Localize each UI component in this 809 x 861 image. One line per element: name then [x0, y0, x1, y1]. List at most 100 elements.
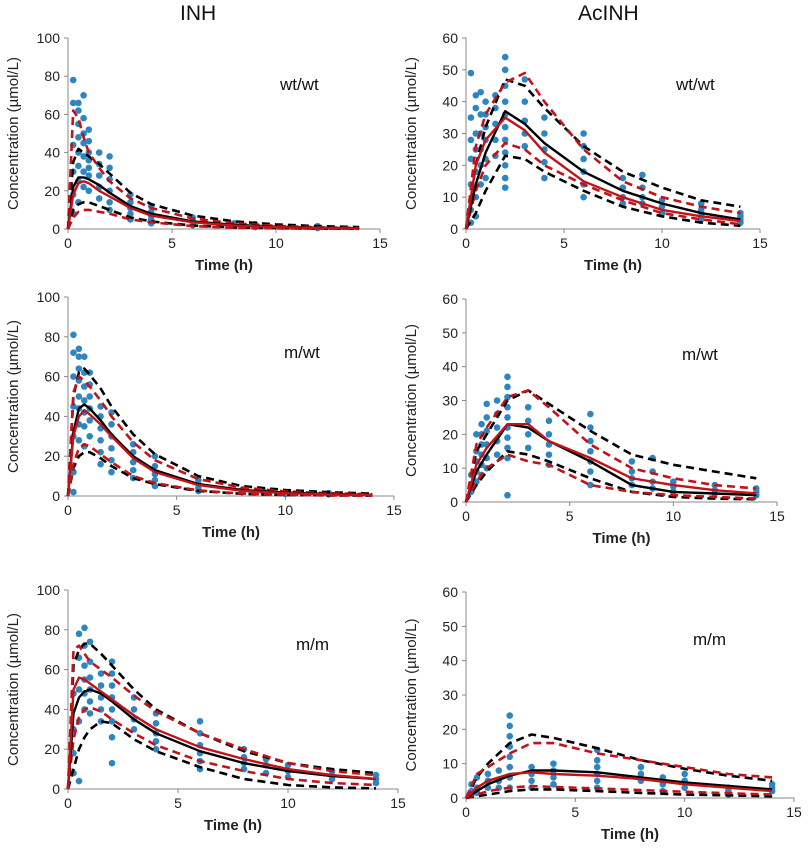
x-axis-title: Time (h)	[592, 530, 650, 547]
observed-point	[541, 174, 548, 182]
panel-acinh-wtwt: 0 10 20 30 40 50 60 0 5 10 15 Time (h) Concentration…	[403, 30, 768, 274]
observed-point	[70, 349, 77, 357]
y-tick-label: 60	[442, 291, 458, 307]
x-tick-label: 5	[560, 235, 568, 251]
y-tick-label: 0	[52, 221, 60, 237]
y-tick-label: 0	[52, 781, 60, 797]
observed-point	[524, 417, 532, 425]
observed-point	[477, 111, 485, 118]
x-tick-label: 5	[571, 804, 579, 820]
observed-point	[106, 198, 113, 206]
observed-point	[85, 187, 93, 195]
series-black-median	[465, 769, 773, 800]
y-tick-label: 0	[450, 221, 458, 237]
observed-point	[108, 468, 115, 476]
observed-point	[70, 373, 77, 380]
observed-point	[477, 181, 485, 188]
observed-point	[472, 130, 480, 137]
y-tick-label: 0	[450, 494, 458, 510]
observed-point	[524, 403, 532, 411]
series-black-upper	[66, 147, 360, 230]
observed-point	[81, 383, 88, 390]
observed-point	[639, 171, 646, 179]
panel-inh-wtwt: 0 20 40 60 80 100 0 5 10 15 Time (h) Concentration …	[5, 30, 388, 274]
observed-point	[524, 431, 532, 438]
observed-point	[108, 444, 115, 452]
observed-point	[483, 400, 491, 408]
observed-point	[580, 130, 587, 137]
observed-point	[587, 437, 594, 445]
observed-point	[504, 414, 511, 421]
observed-point	[75, 393, 83, 400]
x-tick-label: 10	[278, 502, 294, 518]
observed-point	[108, 456, 115, 464]
x-axis-title: Time (h)	[202, 524, 260, 541]
observed-point	[108, 682, 116, 689]
observed-point	[501, 53, 509, 61]
series-red-median	[464, 423, 757, 503]
x-tick-label: 0	[462, 235, 470, 251]
observed-point	[541, 158, 548, 166]
y-tick-label: 80	[44, 622, 60, 638]
y-tick-label: 0	[450, 790, 458, 806]
series-black-lower	[66, 719, 377, 790]
y-tick-label: 10	[442, 189, 458, 205]
observed-point	[670, 478, 677, 486]
x-tick-label: 0	[64, 235, 72, 251]
x-tick-label: 15	[390, 795, 406, 811]
x-axis-title: Time (h)	[204, 817, 262, 834]
series-red-upper	[66, 375, 373, 497]
y-tick-label: 100	[37, 582, 61, 598]
observed-point	[593, 756, 601, 764]
series-red-median	[465, 771, 773, 799]
genotype-label: m/wt	[284, 343, 320, 362]
observed-point	[467, 136, 475, 144]
observed-point	[550, 780, 557, 788]
observed-point	[97, 718, 105, 725]
observed-point	[504, 383, 511, 391]
observed-point	[493, 424, 501, 431]
observed-point	[81, 423, 88, 430]
observed-point	[129, 466, 137, 474]
observed-point	[97, 436, 104, 444]
column-title-inh: INH	[180, 2, 217, 25]
y-axis-title: Concentration (µmol/L)	[5, 320, 22, 473]
x-tick-label: 15	[386, 502, 402, 518]
observed-point	[492, 136, 499, 144]
observed-point	[467, 114, 475, 121]
observed-point	[501, 184, 509, 191]
observed-point	[75, 162, 82, 170]
observed-point	[75, 365, 83, 372]
observed-point	[467, 69, 475, 77]
observed-point	[524, 444, 532, 452]
observed-point	[80, 168, 87, 175]
x-tick-label: 15	[786, 804, 802, 820]
x-axis-title: Time (h)	[601, 826, 659, 843]
series-red-upper	[464, 741, 773, 799]
observed-point	[75, 353, 83, 361]
x-tick-label: 5	[168, 235, 176, 251]
x-tick-label: 10	[677, 804, 693, 820]
observed-point	[86, 417, 94, 424]
observed-point	[151, 452, 159, 460]
observed-point	[80, 139, 87, 147]
y-tick-label: 20	[442, 426, 458, 442]
observed-point	[152, 745, 160, 753]
observed-point	[506, 732, 514, 740]
series-black-upper	[66, 367, 373, 497]
observed-point	[81, 624, 88, 632]
series-red-upper	[464, 71, 741, 230]
observed-point	[501, 174, 509, 182]
x-tick-label: 10	[280, 795, 296, 811]
observed-point	[628, 468, 636, 475]
y-tick-label: 80	[44, 329, 60, 345]
observed-point	[95, 149, 103, 156]
series-red-median	[66, 409, 373, 497]
observed-point	[108, 706, 116, 713]
panel-acinh-mwt: 0 10 20 30 40 50 60 0 5 10 15 Time (h) Concentration…	[403, 291, 785, 547]
observed-point	[504, 491, 511, 499]
y-tick-label: 60	[44, 369, 60, 385]
observed-point	[75, 686, 83, 693]
observed-point	[69, 99, 77, 107]
observed-point	[86, 710, 94, 717]
